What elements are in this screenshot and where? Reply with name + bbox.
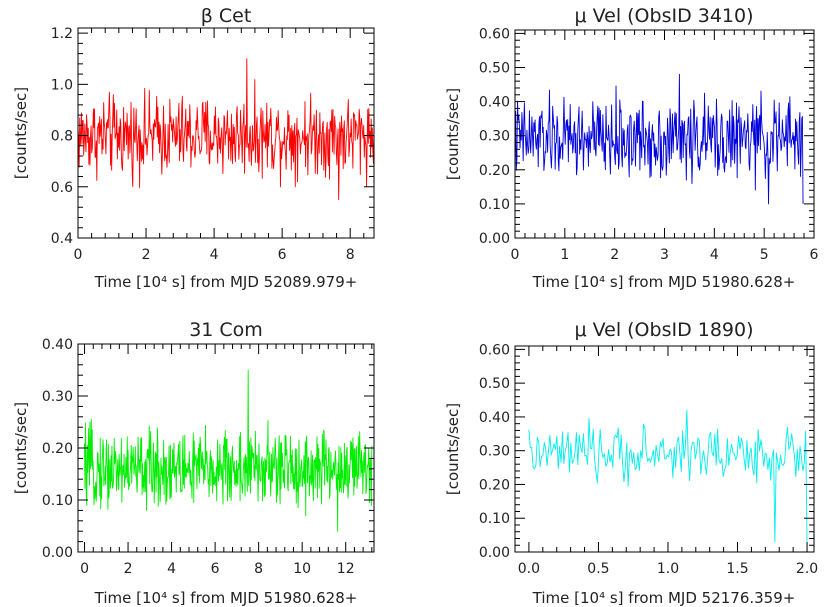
x-tick-label-beta-cet: 6: [278, 247, 287, 263]
x-tick-label-beta-cet: 8: [346, 247, 355, 263]
x-tick-label-31-com: 4: [167, 561, 176, 577]
panel-title-beta-cet: β Cet: [201, 5, 252, 27]
y-axis-label-mu-vel-1890: [counts/sec]: [444, 403, 462, 495]
light-curve-line-mu-vel-3410: [514, 73, 804, 205]
panel-title-31-com: 31 Com: [189, 319, 263, 341]
x-tick-label-mu-vel-3410: 1: [560, 247, 569, 263]
y-tick-label-31-com: 0.30: [42, 389, 73, 405]
x-tick-label-31-com: 2: [124, 561, 133, 577]
x-tick-label-31-com: 8: [254, 561, 263, 577]
y-tick-label-mu-vel-1890: 0.30: [479, 444, 510, 460]
plot-frame-mu-vel-1890: [514, 345, 815, 553]
y-tick-label-beta-cet: 0.8: [51, 129, 73, 145]
y-tick-label-mu-vel-1890: 0.50: [479, 376, 510, 392]
y-tick-label-mu-vel-3410: 0.10: [479, 197, 510, 213]
y-tick-label-mu-vel-1890: 0.10: [479, 511, 510, 527]
x-tick-label-31-com: 10: [293, 561, 311, 577]
light-curve-line-mu-vel-1890: [528, 409, 808, 543]
y-tick-label-mu-vel-3410: 0.20: [479, 163, 510, 179]
y-axis-label-mu-vel-3410: [counts/sec]: [444, 88, 462, 180]
x-tick-label-mu-vel-3410: 6: [810, 247, 819, 263]
y-tick-label-31-com: 0.40: [42, 337, 73, 353]
x-tick-label-beta-cet: 2: [142, 247, 151, 263]
x-tick-label-mu-vel-1890: 0.5: [587, 561, 609, 577]
x-axis-label-31-com: Time [10⁴ s] from MJD 51980.628+: [94, 589, 358, 607]
y-tick-label-mu-vel-1890: 0.40: [479, 410, 510, 426]
x-tick-label-31-com: 12: [337, 561, 355, 577]
x-tick-label-beta-cet: 4: [210, 247, 219, 263]
x-tick-label-mu-vel-1890: 1.0: [657, 561, 679, 577]
y-axis-label-31-com: [counts/sec]: [12, 402, 30, 494]
y-tick-label-mu-vel-1890: 0.20: [479, 477, 510, 493]
y-tick-label-mu-vel-3410: 0.00: [479, 231, 510, 247]
panel-mu-vel-3410: μ Vel (ObsID 3410) Time [10⁴ s] from MJD …: [444, 5, 819, 291]
y-tick-label-31-com: 0.20: [42, 441, 73, 457]
panel-beta-cet: β Cet Time [10⁴ s] from MJD 52089.979+ [co…: [12, 5, 375, 291]
y-axis-label-beta-cet: [counts/sec]: [12, 87, 30, 179]
x-tick-label-mu-vel-3410: 2: [610, 247, 619, 263]
x-tick-label-mu-vel-3410: 0: [511, 247, 520, 263]
x-tick-label-31-com: 6: [211, 561, 220, 577]
panel-title-mu-vel-1890: μ Vel (ObsID 1890): [574, 319, 753, 341]
x-tick-label-mu-vel-1890: 2.0: [796, 561, 818, 577]
y-tick-label-mu-vel-3410: 0.30: [479, 129, 510, 145]
plot-frame-beta-cet: [77, 27, 375, 239]
y-tick-label-mu-vel-1890: 0.00: [479, 545, 510, 561]
x-tick-label-mu-vel-1890: 0.0: [518, 561, 540, 577]
x-tick-label-mu-vel-1890: 1.5: [726, 561, 748, 577]
x-tick-label-beta-cet: 0: [74, 247, 83, 263]
x-axis-label-mu-vel-3410: Time [10⁴ s] from MJD 51980.628+: [532, 273, 796, 291]
y-tick-label-mu-vel-3410: 0.50: [479, 61, 510, 77]
y-tick-label-mu-vel-3410: 0.40: [479, 95, 510, 111]
x-axis-label-mu-vel-1890: Time [10⁴ s] from MJD 52176.359+: [532, 589, 796, 607]
panel-31-com: 31 Com Time [10⁴ s] from MJD 51980.628+ [c…: [12, 319, 375, 607]
panel-title-mu-vel-3410: μ Vel (ObsID 3410): [574, 5, 753, 27]
light-curve-line-31-com: [84, 369, 373, 532]
y-tick-label-beta-cet: 1.0: [51, 77, 73, 93]
x-tick-label-mu-vel-3410: 5: [760, 247, 769, 263]
y-tick-label-mu-vel-3410: 0.60: [479, 26, 510, 42]
y-tick-label-31-com: 0.10: [42, 493, 73, 509]
x-tick-label-mu-vel-3410: 3: [660, 247, 669, 263]
light-curve-line-beta-cet: [77, 58, 375, 201]
x-tick-label-mu-vel-3410: 4: [710, 247, 719, 263]
y-tick-label-beta-cet: 0.6: [51, 180, 73, 196]
y-tick-label-31-com: 0.00: [42, 545, 73, 561]
panel-mu-vel-1890: μ Vel (ObsID 1890) Time [10⁴ s] from MJD …: [444, 319, 818, 607]
x-tick-label-31-com: 0: [80, 561, 89, 577]
x-axis-label-beta-cet: Time [10⁴ s] from MJD 52089.979+: [94, 273, 358, 291]
y-tick-label-beta-cet: 1.2: [51, 26, 73, 42]
y-tick-label-beta-cet: 0.4: [51, 231, 73, 247]
y-tick-label-mu-vel-1890: 0.60: [479, 342, 510, 358]
